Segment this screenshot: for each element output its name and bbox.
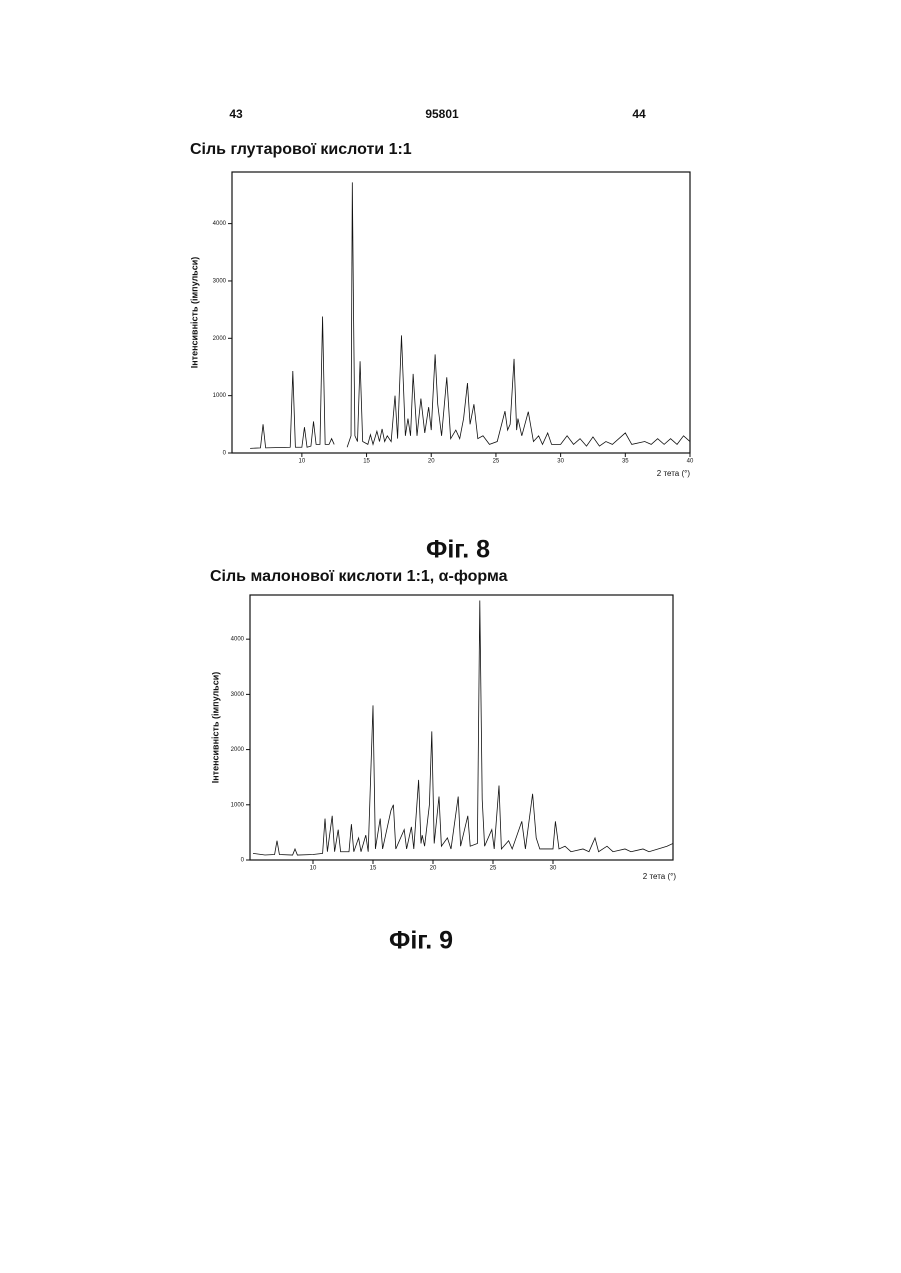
y-tick-label: 3000 (213, 279, 227, 285)
x-tick-label: 25 (490, 866, 497, 872)
x-tick-label: 40 (687, 459, 694, 465)
x-tick-label: 35 (622, 459, 629, 465)
document: 43 95801 44 Сіль глутарової кислоти 1:1 Ф… (0, 0, 901, 1273)
y-tick-label: 3000 (231, 692, 245, 698)
y-tick-label: 0 (223, 451, 227, 457)
x-tick-label: 30 (550, 866, 557, 872)
y-tick-label: 2000 (213, 336, 227, 342)
page: 43 95801 44 Сіль глутарової кислоти 1:1 Ф… (0, 0, 901, 1273)
x-tick-label: 30 (557, 459, 564, 465)
y-tick-label: 1000 (231, 802, 245, 808)
x-tick-label: 20 (428, 459, 435, 465)
x-tick-label: 20 (430, 866, 437, 872)
x-tick-label: 15 (370, 866, 377, 872)
y-tick-label: 2000 (231, 747, 245, 753)
y-tick-label: 4000 (231, 637, 245, 643)
plot-frame (232, 172, 690, 453)
figure-caption: Фіг. 9 (389, 927, 453, 955)
y-tick-label: 4000 (213, 221, 227, 227)
patent-number: 95801 (425, 107, 459, 121)
y-axis-label: Інтенсивність (імпульси) (210, 672, 220, 784)
diffraction-line (250, 182, 690, 448)
x-tick-label: 10 (299, 459, 306, 465)
x-tick-label: 25 (493, 459, 500, 465)
x-axis-label: 2 тета (°) (643, 872, 677, 881)
y-tick-label: 1000 (213, 393, 227, 399)
x-tick-label: 15 (363, 459, 370, 465)
chart-title: Сіль глутарової кислоти 1:1 (190, 141, 412, 158)
x-axis-label: 2 тета (°) (657, 469, 691, 478)
chart-title: Сіль малонової кислоти 1:1, α-форма (210, 568, 508, 585)
y-axis-label: Інтенсивність (імпульси) (189, 257, 199, 369)
diffraction-line (253, 601, 673, 856)
y-tick-label: 0 (241, 858, 245, 864)
plot-frame (250, 595, 673, 860)
figure-caption: Фіг. 8 (426, 536, 490, 564)
page-number: 44 (632, 107, 646, 121)
x-tick-label: 10 (310, 866, 317, 872)
page-number: 43 (229, 107, 243, 121)
